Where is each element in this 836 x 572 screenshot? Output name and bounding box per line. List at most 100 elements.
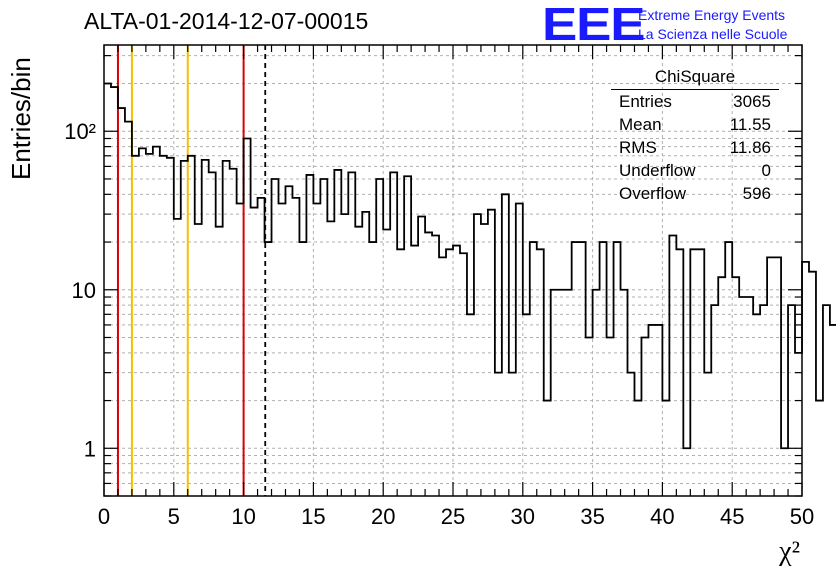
histogram-bin [809,272,816,496]
histogram-bin [509,373,516,496]
histogram-bin [474,214,481,496]
histogram-series [104,82,836,496]
stat-value: 0 [761,161,771,180]
histogram-bin [669,235,676,496]
stat-value: 596 [742,184,771,203]
stat-value: 3065 [733,92,771,111]
histogram-bin [607,337,614,496]
histogram-bin [774,257,781,496]
histogram-bin [369,242,376,496]
histogram-bin [823,305,830,496]
x-axis-label: χ² [779,536,800,567]
histogram-bin [362,212,369,496]
histogram-bin [341,214,348,496]
histogram-bin [132,156,139,496]
histogram-bin [551,290,558,496]
stats-title: ChiSquare [611,67,779,90]
logo-subtitle-line1: Extreme Energy Events [638,7,786,23]
histogram-bin [279,204,286,496]
stat-row-entries: Entries 3065 [611,90,779,113]
histogram-bin [579,242,586,496]
histogram-bin [655,325,662,496]
stat-label: Entries [619,92,672,111]
histogram-bin [621,290,628,496]
histogram-bin [628,373,635,496]
histogram-bin [453,246,460,496]
histogram-bin [223,161,230,496]
histogram-bin [523,314,530,496]
stat-label: Overflow [619,184,687,203]
grid [104,45,802,496]
histogram-bin [586,337,593,496]
histogram-bin [648,325,655,496]
histogram-bin [244,138,251,496]
histogram-bin [614,242,621,496]
y-tick-label: 10² [64,119,96,144]
histogram-bin [258,198,265,496]
histogram-bin [704,373,711,496]
histogram-bin [802,262,809,496]
x-tick-label: 30 [511,504,535,529]
eee-logo: EEE Extreme Energy Events La Scienza nel… [542,0,832,50]
x-tick-label: 50 [790,504,814,529]
stats-box: ChiSquare Entries 3065 Mean 11.55 RMS 11… [611,67,779,205]
histogram-bin [292,198,299,496]
reference-lines [116,45,267,496]
histogram-bin [530,242,537,496]
histogram-title: ALTA-01-2014-12-07-00015 [84,8,369,34]
x-tick-label: 25 [441,504,465,529]
x-tick-label: 45 [720,504,744,529]
y-tick-label: 1 [84,436,96,461]
x-tick-label: 20 [371,504,395,529]
histogram-bin [153,147,160,496]
histogram-bin [111,87,118,496]
axes: 0 5 10 15 20 25 30 35 40 45 50 1 10 10² [64,44,814,529]
histogram-bin [418,216,425,496]
histogram-bin [439,257,446,496]
histogram-bin [285,186,292,496]
eee-logo-mark: EEE [542,0,646,50]
histogram-bin [558,290,565,496]
stat-label: Underflow [619,161,696,180]
x-tick-label: 40 [650,504,674,529]
histogram-bin [230,169,237,496]
histogram-bin [299,242,306,496]
x-tick-label: 35 [580,504,604,529]
histogram-bin [425,232,432,496]
histogram-bin [160,156,167,496]
histogram-bin [725,242,732,496]
histogram-bin [502,194,509,496]
histogram-bin [593,290,600,496]
stat-value: 11.55 [729,115,771,134]
x-tick-label: 5 [168,504,180,529]
histogram-bin [251,208,258,496]
histogram-bin [739,297,746,496]
stat-row-mean: Mean 11.55 [611,113,779,136]
histogram-bin [572,242,579,496]
histogram-bin [746,297,753,496]
histogram-bin [600,242,607,496]
x-tick-label: 10 [231,504,255,529]
histogram-bin [313,204,320,496]
histogram-bin [432,235,439,496]
stat-row-rms: RMS 11.86 [611,136,779,159]
histogram-bin [467,314,474,496]
histogram-bin [348,172,355,496]
histogram-bin [767,257,774,496]
histogram-bin [495,373,502,496]
x-tick-label: 0 [98,504,110,529]
stat-row-overflow: Overflow 596 [611,182,779,205]
histogram-bin [390,172,397,496]
histogram-bin [139,148,146,496]
logo-subtitle-line2: La Scienza nelle Scuole [638,26,788,42]
histogram-bin [327,221,334,496]
histogram-bin [209,172,216,496]
histogram-bin [188,156,195,496]
histogram-outline [104,82,836,450]
histogram-bin [816,401,823,496]
histogram-bin [202,160,209,496]
stat-label: RMS [619,138,657,157]
histogram-bin [753,314,760,496]
histogram-bin [167,158,174,496]
